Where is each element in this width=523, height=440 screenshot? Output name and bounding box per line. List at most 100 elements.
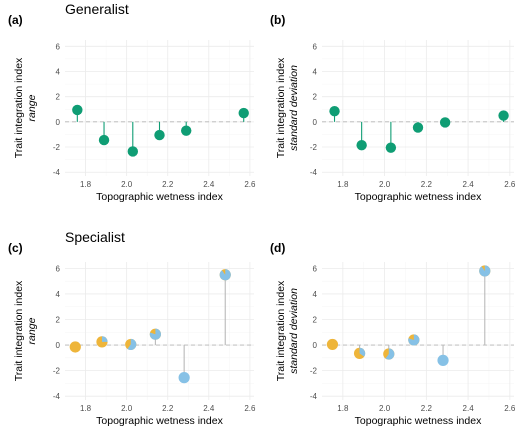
y-tick-label: 6	[56, 42, 61, 51]
data-point-5	[498, 110, 509, 121]
y-tick-label: 0	[56, 341, 61, 350]
pie-marker-1	[353, 347, 366, 359]
data-point-2	[127, 146, 138, 157]
y-tick-label: -4	[53, 392, 61, 401]
pie-slice-orange	[69, 341, 81, 353]
x-tick-label: 2.0	[121, 180, 133, 189]
y-tick-label: -2	[53, 143, 61, 152]
x-tick-label: 2.4	[203, 404, 215, 413]
y-tick-label: 4	[56, 67, 61, 76]
pie-slice-blue	[149, 328, 161, 340]
y-axis-subtitle: range	[26, 317, 38, 344]
y-tick-label: 2	[56, 93, 61, 102]
pie-slice-blue	[408, 334, 420, 346]
pie-marker-5	[479, 265, 491, 277]
data-point-5	[238, 107, 249, 119]
y-tick-label: 2	[313, 93, 318, 102]
pie-slice-blue	[127, 338, 137, 351]
y-tick-label: -2	[310, 143, 318, 152]
pie-marker-3	[408, 334, 420, 346]
x-tick-label: 1.8	[337, 180, 349, 189]
y-tick-label: 6	[313, 42, 318, 51]
x-tick-label: 2.4	[203, 180, 215, 189]
y-axis-title: Trait integration index	[13, 280, 25, 381]
panel-3: -4 -2 0 2 4 6 1.8 2.0 2.2 2.4 2.6 Topographic wetne…	[270, 241, 516, 427]
pie-marker-4	[178, 372, 190, 384]
y-axis-title: Trait integration index	[13, 57, 25, 158]
pie-marker-2	[383, 348, 395, 360]
panel-label: (d)	[270, 241, 285, 255]
y-tick-label: -2	[310, 367, 318, 376]
y-tick-label: 6	[313, 264, 318, 273]
panel-1: -4 -2 0 2 4 6 1.8 2.0 2.2 2.4 2.6 Topographic wetne…	[270, 13, 516, 203]
data-point-0	[329, 105, 340, 117]
pie-slice-blue	[101, 336, 108, 342]
x-tick-label: 2.4	[463, 404, 475, 413]
x-tick-label: 2.2	[162, 180, 174, 189]
panel-label: (b)	[270, 13, 285, 27]
data-point-0	[72, 104, 83, 116]
y-tick-label: -4	[310, 168, 318, 177]
y-axis-subtitle: range	[26, 94, 38, 121]
pie-slice-blue	[385, 348, 395, 360]
pie-slice-blue	[178, 372, 190, 384]
pie-marker-3	[149, 328, 161, 340]
x-tick-label: 2.0	[121, 404, 133, 413]
data-point-2	[385, 142, 397, 153]
pie-slice-blue	[219, 269, 231, 281]
x-tick-label: 2.6	[504, 404, 516, 413]
panel-heading: Specialist	[65, 229, 125, 245]
y-tick-label: 0	[313, 341, 318, 350]
x-tick-label: 2.4	[463, 180, 475, 189]
x-tick-label: 1.8	[337, 404, 349, 413]
y-tick-label: -4	[310, 392, 318, 401]
panel-label: (c)	[8, 241, 23, 255]
pie-marker-0	[326, 338, 339, 351]
x-axis-title: Topographic wetness index	[96, 415, 223, 427]
panel-0: -4 -2 0 2 4 6 1.8 2.0 2.2 2.4 2.6 Topographic wetne…	[8, 1, 256, 203]
x-tick-label: 2.2	[421, 404, 433, 413]
y-axis-title: Trait integration index	[275, 57, 287, 158]
data-point-1	[356, 139, 367, 151]
y-tick-label: 2	[56, 316, 61, 325]
panel-2: -4 -2 0 2 4 6 1.8 2.0 2.2 2.4 2.6 Topographic wetne…	[8, 229, 256, 427]
pie-marker-2	[125, 338, 137, 351]
y-tick-label: 4	[313, 290, 318, 299]
panel-label: (a)	[8, 13, 23, 27]
x-axis-title: Topographic wetness index	[355, 415, 482, 427]
y-tick-label: -4	[53, 168, 61, 177]
data-point-1	[98, 134, 110, 146]
x-tick-label: 2.6	[244, 404, 256, 413]
y-tick-label: 0	[56, 118, 61, 127]
x-tick-label: 1.8	[80, 180, 92, 189]
data-point-3	[412, 122, 424, 133]
pie-slice-blue	[479, 265, 491, 277]
pie-marker-1	[96, 336, 108, 348]
x-tick-label: 2.2	[162, 404, 174, 413]
panel-heading: Generalist	[65, 1, 129, 17]
y-tick-label: 4	[56, 290, 61, 299]
data-point-3	[154, 129, 165, 141]
x-tick-label: 2.0	[379, 180, 391, 189]
pie-slice-blue	[437, 354, 449, 366]
y-tick-label: 2	[313, 316, 318, 325]
x-axis-title: Topographic wetness index	[355, 191, 482, 203]
pie-marker-4	[437, 354, 449, 366]
pie-marker-0	[69, 341, 81, 353]
x-tick-label: 2.0	[379, 404, 391, 413]
pie-slice-blue	[359, 347, 366, 357]
pie-marker-5	[219, 269, 231, 281]
x-tick-label: 2.6	[244, 180, 256, 189]
x-tick-label: 1.8	[80, 404, 92, 413]
pie-slice-orange	[326, 338, 339, 351]
x-tick-label: 2.2	[421, 180, 433, 189]
data-point-4	[439, 117, 451, 128]
y-tick-label: 0	[313, 118, 318, 127]
x-axis-title: Topographic wetness index	[96, 191, 223, 203]
y-axis-title: Trait integration index	[275, 280, 287, 381]
x-tick-label: 2.6	[504, 180, 516, 189]
y-axis-subtitle: standard deviation	[288, 65, 300, 151]
y-tick-label: 4	[313, 67, 318, 76]
y-tick-label: 6	[56, 264, 61, 273]
